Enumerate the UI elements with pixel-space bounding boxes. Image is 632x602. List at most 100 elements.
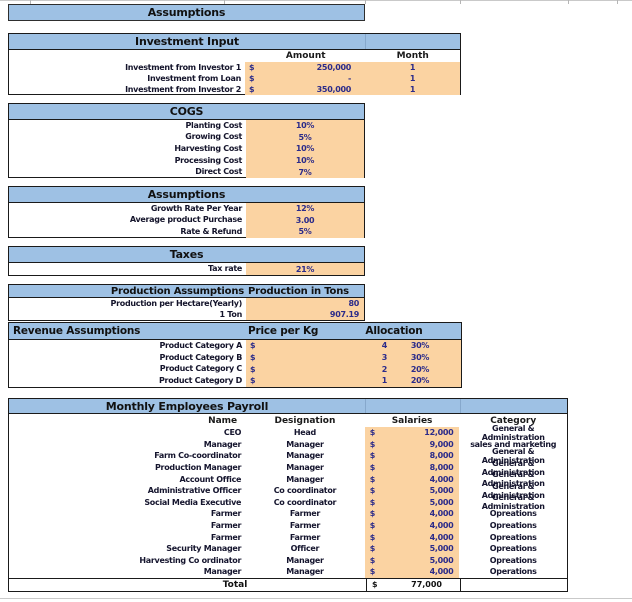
salary-cell[interactable]: $ 5,000 — [364, 554, 460, 567]
allocation-cell[interactable]: 20% — [410, 376, 430, 386]
cogs-row-label: Harvesting Cost — [174, 143, 242, 153]
currency-symbol: $ — [369, 555, 376, 565]
payroll-row: Account Office Manager $ 4,000 General &… — [9, 470, 567, 489]
production-value-cell[interactable]: 907.19 — [246, 309, 364, 320]
investment-input-cells[interactable]: $ 250,000 1 — [245, 62, 460, 73]
salary-value[interactable]: 4,000 — [429, 509, 454, 519]
employee-name-cell: Farmer — [210, 532, 242, 542]
salary-cell[interactable]: $ 12,000 — [364, 427, 460, 439]
currency-symbol: $ — [369, 567, 376, 577]
salary-value[interactable]: 8,000 — [429, 463, 454, 473]
category-cell: General & Administration — [481, 458, 545, 477]
column-gridline-tick — [30, 0, 31, 4]
payroll-row: Administrative Officer Co coordinator $ … — [9, 481, 567, 500]
taxes-rows: Tax rate 21% — [9, 263, 364, 275]
cogs-value-cell[interactable]: 10% — [246, 120, 364, 132]
salary-value[interactable]: 12,000 — [424, 428, 454, 438]
currency-symbol: $ — [369, 544, 376, 554]
name-column-header: Name — [208, 415, 238, 426]
salary-cell[interactable]: $ 4,000 — [364, 531, 460, 543]
investment-row: Investment from Loan $ - 1 — [9, 73, 460, 84]
designation-cell: Farmer — [289, 532, 321, 542]
revenue-input-cells[interactable]: $ 3 30% — [246, 351, 461, 364]
allocation-cell[interactable]: 30% — [410, 341, 430, 351]
category-cell: General & Administration — [481, 470, 545, 489]
salary-value[interactable]: 5,000 — [429, 486, 454, 496]
month-cell[interactable]: 1 — [409, 63, 416, 72]
revenue-row-label: Product Category D — [158, 375, 242, 385]
payroll-title: Monthly Employees Payroll — [105, 399, 269, 413]
salary-cell[interactable]: $ 4,000 — [364, 566, 460, 578]
cogs-value-cell[interactable]: 5% — [246, 131, 364, 144]
cogs-row-label: Growing Cost — [185, 132, 242, 142]
currency-symbol: $ — [369, 428, 376, 438]
salary-cell[interactable]: $ 4,000 — [364, 519, 460, 532]
assumptions-value-cell[interactable]: 12% — [246, 203, 364, 215]
investment-row: Investment from Investor 2 $ 350,000 1 — [9, 84, 460, 95]
salary-cell[interactable]: $ 5,000 — [364, 484, 460, 497]
salary-cell[interactable]: $ 5,000 — [364, 496, 460, 509]
production-value-cell[interactable]: 80 — [246, 298, 364, 309]
price-cell[interactable]: 2 — [381, 364, 388, 374]
category-cell: General & Administration — [481, 481, 545, 500]
assumptions-row: Rate & Refund 5% — [9, 226, 364, 238]
allocation-cell[interactable]: 20% — [410, 364, 430, 374]
cogs-section: COGS Planting Cost 10% Growing Cost 5% H… — [8, 103, 365, 178]
price-cell[interactable]: 1 — [381, 376, 388, 386]
salary-cell[interactable]: $ 9,000 — [364, 438, 460, 451]
category-cell: Opreations — [489, 532, 537, 542]
assumptions-title: Assumptions — [147, 188, 226, 201]
amount-cell[interactable]: 350,000 — [316, 85, 352, 94]
payroll-row: Security Manager Officer $ 5,000 Opreati… — [9, 542, 567, 555]
salary-cell[interactable]: $ 5,000 — [364, 542, 460, 555]
revenue-input-cells[interactable]: $ 2 20% — [246, 363, 461, 376]
tax-rate-label: Tax rate — [208, 264, 242, 273]
currency-symbol: $ — [249, 85, 255, 94]
salary-cell[interactable]: $ 4,000 — [364, 473, 460, 485]
salary-value[interactable]: 4,000 — [429, 521, 454, 531]
designation-cell: Manager — [286, 451, 324, 461]
month-cell[interactable]: 1 — [409, 85, 416, 94]
allocation-cell[interactable]: 30% — [410, 353, 430, 363]
tax-rate-cell[interactable]: 21% — [246, 263, 364, 275]
salary-value[interactable]: 8,000 — [429, 451, 454, 461]
currency-symbol: $ — [249, 63, 255, 72]
revenue-input-cells[interactable]: $ 1 20% — [246, 375, 461, 387]
employee-name-cell: Social Media Executive — [144, 497, 242, 507]
assumptions-value-cell[interactable]: 3.00 — [246, 214, 364, 227]
category-cell: Opreations — [489, 521, 537, 531]
assumptions-row: Growth Rate Per Year 12% — [9, 203, 364, 215]
salary-value[interactable]: 4,000 — [429, 474, 454, 484]
cogs-value-cell[interactable]: 10% — [246, 143, 364, 155]
cogs-value-cell[interactable]: 7% — [246, 166, 364, 178]
salary-cell[interactable]: $ 8,000 — [364, 461, 460, 474]
salary-value[interactable]: 4,000 — [429, 567, 454, 577]
amount-cell[interactable]: 250,000 — [316, 63, 352, 72]
cogs-value-cell[interactable]: 10% — [246, 154, 364, 167]
salary-value[interactable]: 5,000 — [429, 544, 454, 554]
revenue-input-cells[interactable]: $ 4 30% — [246, 340, 461, 352]
salary-value[interactable]: 5,000 — [429, 497, 454, 507]
salary-cell[interactable]: $ 4,000 — [364, 508, 460, 520]
designation-column-header: Designation — [274, 415, 336, 426]
salary-cell[interactable]: $ 8,000 — [364, 450, 460, 462]
salary-value[interactable]: 4,000 — [429, 532, 454, 542]
price-cell[interactable]: 3 — [381, 353, 388, 363]
revenue-row-label: Product Category A — [159, 340, 242, 350]
revenue-row: Product Category B $ 3 30% — [9, 351, 461, 364]
investment-input-cells[interactable]: $ 350,000 1 — [245, 84, 460, 95]
salary-value[interactable]: 5,000 — [429, 555, 454, 565]
production-row-label: Production per Hectare(Yearly) — [110, 298, 243, 308]
assumptions-value-cell[interactable]: 5% — [246, 226, 364, 238]
total-label: Total — [222, 579, 248, 590]
designation-cell: Farmer — [289, 521, 321, 531]
currency-symbol: $ — [369, 532, 376, 542]
production-rows: Production per Hectare(Yearly) 80 1 Ton … — [9, 298, 364, 320]
price-cell[interactable]: 4 — [381, 341, 388, 351]
salary-value[interactable]: 9,000 — [429, 439, 454, 449]
investment-input-cells[interactable]: $ - 1 — [245, 73, 460, 84]
sheet-title-bar: Assumptions — [8, 4, 365, 21]
month-cell[interactable]: 1 — [409, 74, 416, 83]
amount-cell[interactable]: - — [347, 74, 351, 83]
investment-input-section: Investment Input Amount Month Investment… — [8, 33, 461, 95]
